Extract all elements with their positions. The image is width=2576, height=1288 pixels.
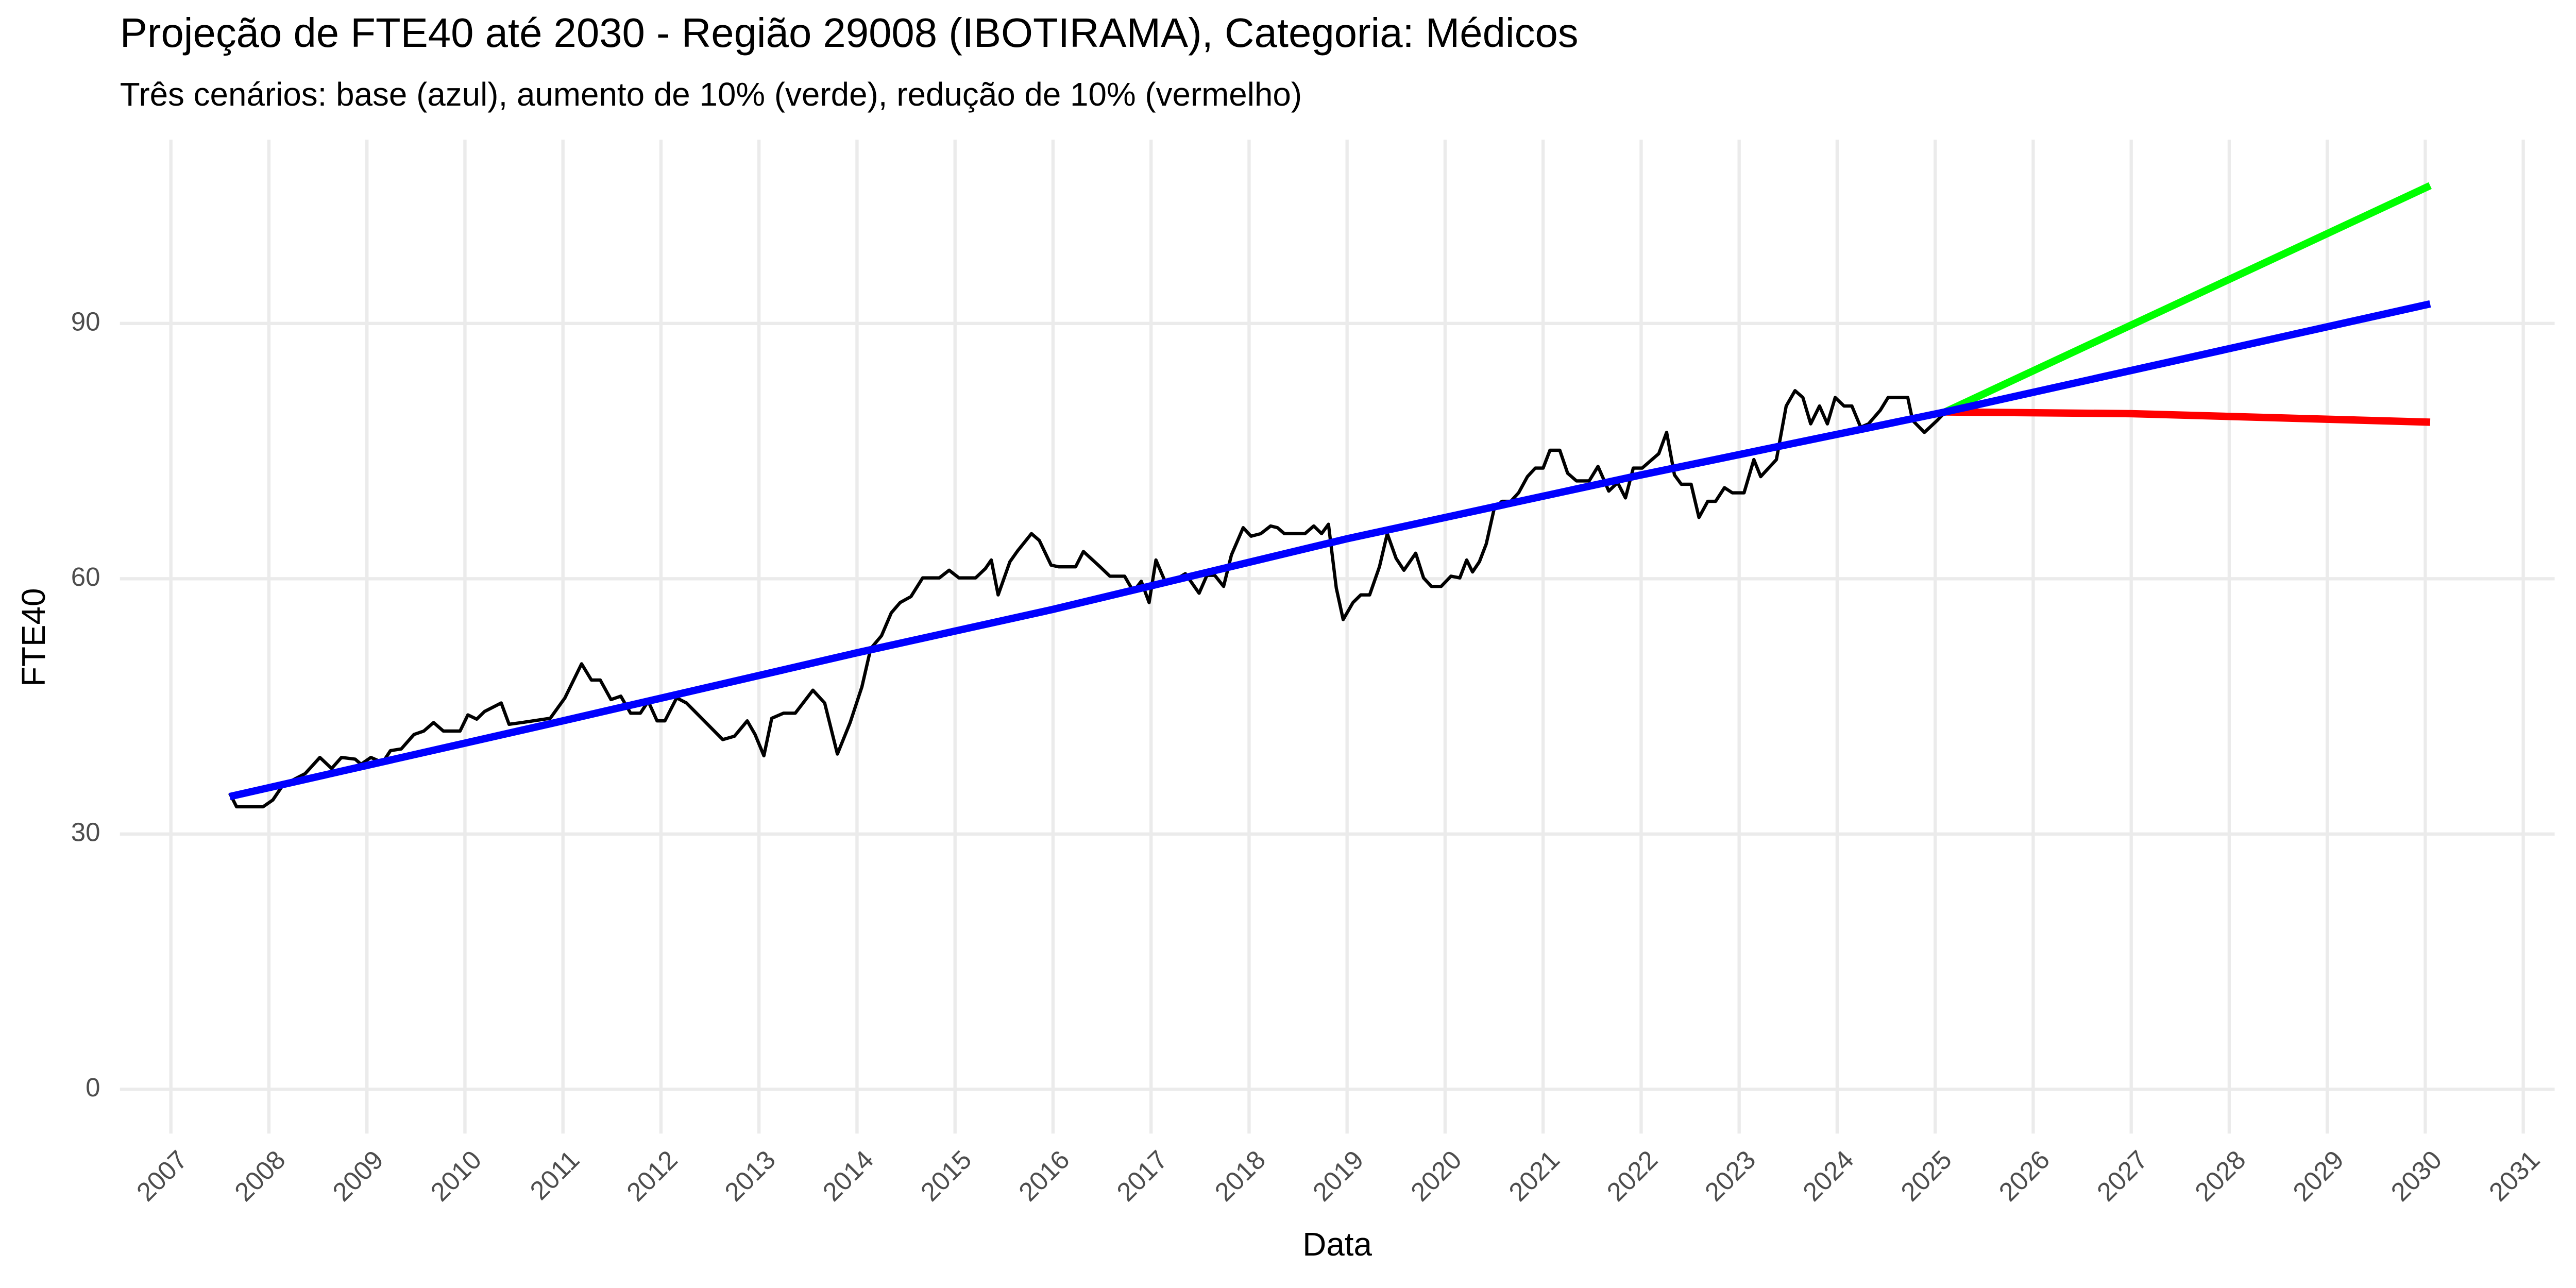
x-axis-title: Data xyxy=(1302,1226,1372,1263)
series-line xyxy=(228,389,1948,809)
chart-title: Projeção de FTE40 até 2030 - Região 2900… xyxy=(120,10,1579,56)
y-tick-label: 30 xyxy=(71,817,100,846)
y-tick-label: 90 xyxy=(71,307,100,336)
y-tick-label: 0 xyxy=(86,1073,100,1102)
grid xyxy=(120,140,2555,1134)
y-tick-label: 60 xyxy=(71,562,100,591)
series-line xyxy=(1943,182,2432,416)
chart-subtitle: Três cenários: base (azul), aumento de 1… xyxy=(120,76,1302,113)
series-line xyxy=(229,300,2431,801)
series-line xyxy=(1945,408,2431,426)
y-axis-title: FTE40 xyxy=(15,588,52,687)
plot-area xyxy=(228,182,2432,809)
